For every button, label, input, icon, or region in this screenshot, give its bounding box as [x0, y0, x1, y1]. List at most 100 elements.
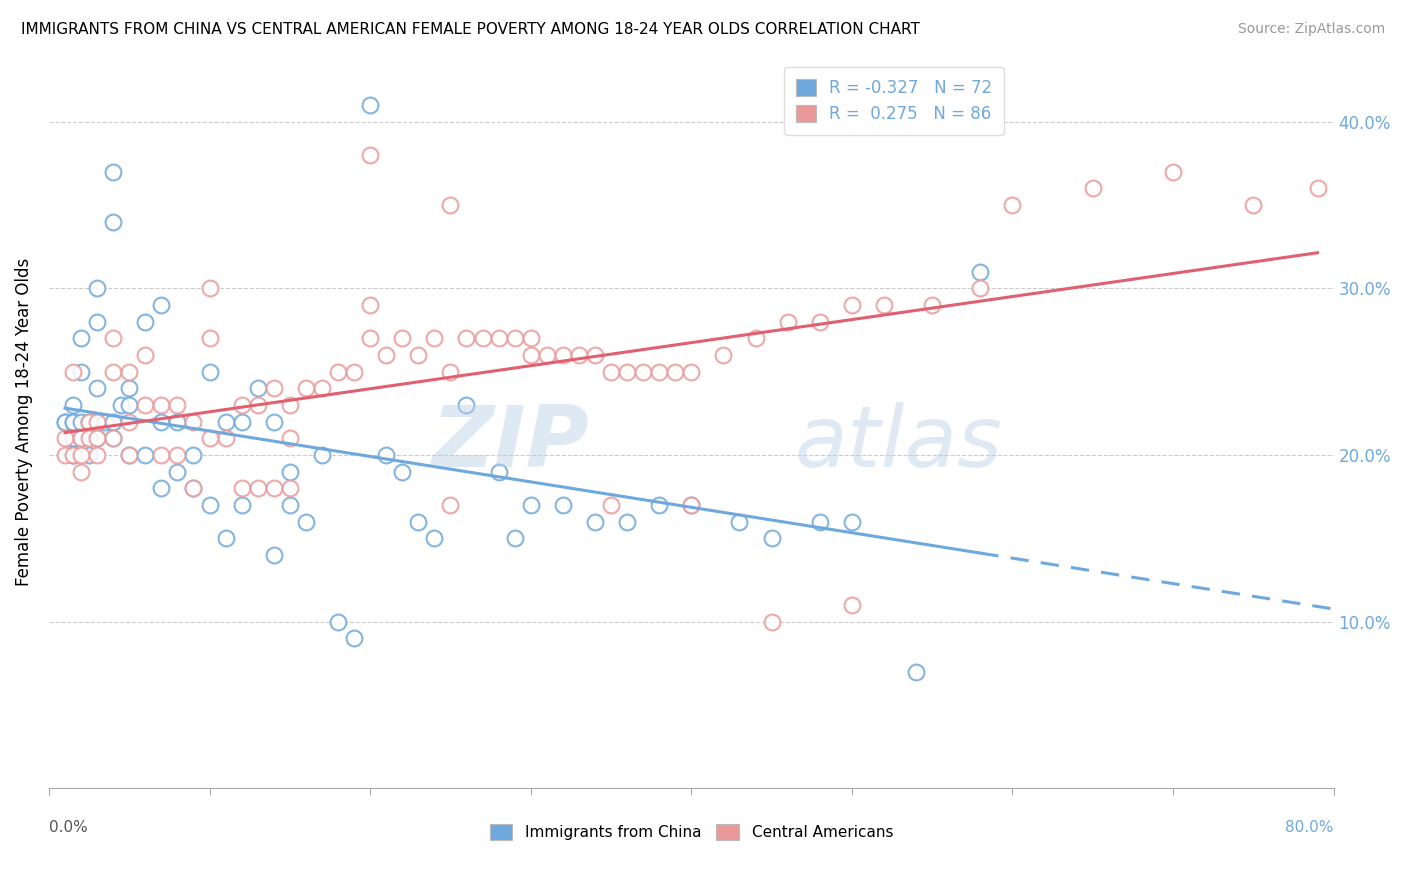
Point: [150, 448, 173, 462]
Point: [183, 481, 205, 495]
Point: [70, 415, 93, 429]
Point: [503, 531, 526, 545]
Point: [423, 531, 446, 545]
Point: [246, 381, 269, 395]
Text: IMMIGRANTS FROM CHINA VS CENTRAL AMERICAN FEMALE POVERTY AMONG 18-24 YEAR OLDS C: IMMIGRANTS FROM CHINA VS CENTRAL AMERICA…: [21, 22, 920, 37]
Point: [616, 515, 638, 529]
Point: [198, 365, 221, 379]
Point: [198, 498, 221, 512]
Point: [921, 298, 943, 312]
Legend: R = -0.327   N = 72, R =  0.275   N = 86: R = -0.327 N = 72, R = 0.275 N = 86: [785, 67, 1004, 136]
Point: [86, 381, 108, 395]
Point: [343, 365, 366, 379]
Point: [391, 465, 413, 479]
Point: [110, 398, 132, 412]
Point: [62, 398, 84, 412]
Point: [969, 281, 991, 295]
Point: [53, 415, 76, 429]
Point: [728, 515, 751, 529]
Point: [214, 415, 236, 429]
Point: [375, 348, 398, 362]
Point: [343, 632, 366, 646]
Point: [471, 331, 494, 345]
Point: [77, 415, 100, 429]
Point: [375, 448, 398, 462]
Point: [183, 448, 205, 462]
Point: [62, 431, 84, 445]
Point: [408, 348, 430, 362]
Point: [295, 515, 318, 529]
Point: [214, 431, 236, 445]
Point: [70, 431, 93, 445]
Point: [359, 98, 381, 112]
Point: [103, 365, 125, 379]
Point: [263, 548, 285, 562]
Point: [808, 315, 831, 329]
Point: [118, 448, 141, 462]
Point: [70, 331, 93, 345]
Point: [77, 415, 100, 429]
Point: [600, 365, 623, 379]
Point: [77, 431, 100, 445]
Point: [53, 448, 76, 462]
Point: [150, 398, 173, 412]
Point: [551, 348, 574, 362]
Point: [551, 498, 574, 512]
Point: [103, 415, 125, 429]
Point: [423, 331, 446, 345]
Point: [873, 298, 896, 312]
Point: [776, 315, 799, 329]
Point: [456, 398, 478, 412]
Point: [488, 465, 510, 479]
Point: [359, 148, 381, 162]
Text: ZIP: ZIP: [430, 402, 589, 485]
Point: [648, 365, 671, 379]
Point: [118, 415, 141, 429]
Point: [166, 415, 188, 429]
Point: [631, 365, 654, 379]
Point: [86, 431, 108, 445]
Point: [53, 431, 76, 445]
Text: atlas: atlas: [794, 402, 1002, 485]
Point: [568, 348, 591, 362]
Point: [408, 515, 430, 529]
Point: [681, 498, 703, 512]
Point: [905, 665, 928, 679]
Point: [94, 415, 117, 429]
Point: [86, 431, 108, 445]
Point: [1161, 165, 1184, 179]
Point: [231, 398, 253, 412]
Point: [231, 498, 253, 512]
Point: [118, 381, 141, 395]
Point: [150, 415, 173, 429]
Point: [70, 431, 93, 445]
Point: [263, 415, 285, 429]
Point: [616, 365, 638, 379]
Point: [841, 598, 863, 612]
Point: [439, 198, 461, 212]
Point: [761, 531, 783, 545]
Point: [150, 298, 173, 312]
Point: [278, 465, 301, 479]
Point: [183, 481, 205, 495]
Point: [166, 398, 188, 412]
Point: [166, 448, 188, 462]
Text: 0.0%: 0.0%: [49, 820, 87, 835]
Point: [681, 498, 703, 512]
Point: [231, 415, 253, 429]
Point: [1081, 181, 1104, 195]
Point: [246, 398, 269, 412]
Point: [1306, 181, 1329, 195]
Point: [198, 331, 221, 345]
Point: [456, 331, 478, 345]
Point: [214, 531, 236, 545]
Point: [103, 215, 125, 229]
Point: [70, 365, 93, 379]
Point: [439, 498, 461, 512]
Y-axis label: Female Poverty Among 18-24 Year Olds: Female Poverty Among 18-24 Year Olds: [15, 258, 32, 586]
Point: [62, 448, 84, 462]
Point: [86, 315, 108, 329]
Point: [536, 348, 558, 362]
Point: [103, 165, 125, 179]
Point: [583, 515, 606, 529]
